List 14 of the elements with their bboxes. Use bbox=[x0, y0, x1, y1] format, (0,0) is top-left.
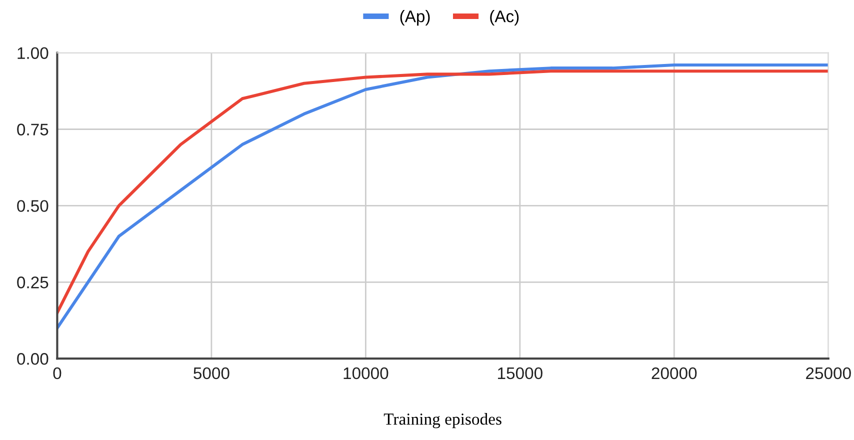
x-axis-title: Training episodes bbox=[384, 413, 502, 428]
y-tick-label: 0.00 bbox=[17, 353, 48, 365]
x-tick-label: 15000 bbox=[498, 367, 542, 380]
y-tick-label: 1.00 bbox=[18, 47, 48, 60]
x-tick-label: 5000 bbox=[194, 367, 230, 380]
x-tick-label: 20000 bbox=[652, 367, 697, 380]
x-tick-label: 0 bbox=[53, 367, 62, 380]
y-tick-label: 0.75 bbox=[17, 124, 48, 136]
legend-label: (Ac) bbox=[490, 10, 519, 26]
y-tick-label: 0.25 bbox=[17, 276, 48, 288]
y-tick-label: 0.50 bbox=[17, 200, 48, 212]
x-tick-label: 25000 bbox=[806, 367, 851, 380]
legend-label: (Ap) bbox=[400, 10, 430, 26]
x-tick-label: 10000 bbox=[344, 367, 388, 380]
